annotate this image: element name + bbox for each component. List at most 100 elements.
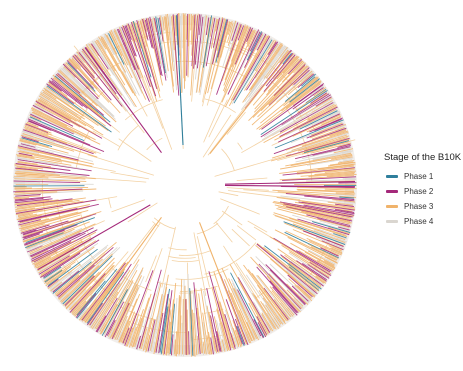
- tip-branch: [232, 327, 240, 346]
- tip-branch: [210, 21, 231, 90]
- tip-branch: [135, 319, 145, 348]
- tip-branch: [149, 294, 163, 351]
- tip-branch: [83, 47, 121, 97]
- tip-branch: [240, 35, 269, 84]
- tip-branch: [39, 238, 95, 272]
- tip-branch: [18, 219, 41, 226]
- tip-branch: [73, 300, 87, 316]
- tip-branch: [18, 208, 78, 222]
- tip-branch: [332, 199, 356, 203]
- tip-branch: [287, 59, 303, 75]
- tip-branch: [294, 201, 353, 212]
- tip-branch: [14, 199, 59, 206]
- tip-branch: [296, 188, 355, 193]
- tip-branch: [42, 91, 86, 120]
- tip-branch: [293, 69, 310, 86]
- tip-branch: [47, 263, 81, 289]
- tip-branch: [297, 73, 315, 89]
- tip-branch: [14, 186, 89, 190]
- tip-branch: [309, 240, 342, 256]
- tip-branch: [296, 250, 332, 272]
- tip-branch: [312, 146, 351, 156]
- tip-branch: [274, 119, 344, 149]
- tip-branch: [63, 66, 76, 78]
- tip-branch: [335, 203, 354, 207]
- tip-branch: [293, 297, 304, 309]
- tip-branch: [63, 274, 95, 306]
- legend-item-phase-1: Phase 1: [384, 169, 462, 184]
- tip-branch: [243, 264, 286, 322]
- tip-branch: [188, 293, 193, 357]
- tip-branch: [22, 131, 55, 143]
- tip-branch: [17, 145, 79, 161]
- tip-branch: [25, 122, 52, 134]
- tip-branch: [29, 112, 84, 138]
- internal-branch: [215, 221, 233, 243]
- tip-branch: [30, 227, 94, 258]
- legend-swatch-phase-2: [386, 190, 398, 193]
- tip-branch: [227, 20, 237, 46]
- tip-branch: [13, 188, 83, 193]
- tip-branch: [24, 124, 53, 136]
- tip-branch: [229, 20, 236, 40]
- tip-branch: [21, 136, 39, 143]
- tip-branch: [190, 13, 192, 31]
- tip-branch: [180, 15, 183, 93]
- tip-branch: [18, 153, 63, 163]
- tip-branch: [239, 273, 275, 331]
- tip-branch: [14, 179, 42, 182]
- tip-branch: [37, 239, 92, 272]
- tip-branch: [307, 250, 335, 266]
- tip-branch: [180, 322, 183, 357]
- tip-branch: [23, 231, 44, 239]
- tip-branch: [112, 30, 143, 94]
- tip-branch: [168, 282, 177, 356]
- tip-branch: [278, 113, 340, 143]
- tip-branch: [181, 13, 183, 49]
- tip-branch: [76, 51, 96, 75]
- tip-branch: [74, 54, 95, 79]
- tip-branch: [62, 66, 115, 117]
- tip-branch: [207, 19, 227, 94]
- tip-branch: [50, 244, 109, 291]
- tip-branch: [16, 198, 73, 206]
- tip-branch: [302, 146, 352, 159]
- tip-branch: [276, 196, 355, 209]
- legend-item-phase-4: Phase 4: [384, 214, 462, 229]
- internal-arc: [221, 148, 235, 171]
- tip-branch: [78, 52, 123, 107]
- tip-branch: [292, 229, 343, 251]
- tip-branch: [141, 18, 148, 40]
- tip-branch: [198, 316, 204, 356]
- tip-branch: [22, 220, 69, 236]
- tip-branch: [118, 27, 142, 79]
- tip-branch: [99, 280, 130, 333]
- tip-branch: [230, 24, 246, 62]
- internal-arc: [156, 281, 183, 287]
- tip-branch: [157, 18, 162, 35]
- tip-branch: [251, 70, 313, 126]
- internal-branch: [231, 228, 250, 247]
- tip-branch: [176, 13, 180, 56]
- tip-branch: [256, 266, 298, 313]
- tip-branch: [13, 175, 49, 179]
- legend-swatch-phase-4: [386, 220, 398, 223]
- tip-branch: [271, 101, 333, 136]
- internal-branch: [214, 153, 292, 177]
- tip-branch: [285, 109, 338, 136]
- tip-branch: [57, 70, 98, 107]
- tip-branch: [246, 321, 256, 340]
- tip-branch: [237, 280, 269, 335]
- tip-branch: [253, 60, 304, 113]
- tip-branch: [13, 191, 58, 195]
- tip-branch: [291, 131, 349, 151]
- tip-branch: [264, 245, 322, 290]
- tip-branch: [52, 261, 92, 294]
- tip-branch: [15, 199, 80, 211]
- tip-branch: [15, 194, 41, 197]
- tip-branch: [243, 39, 274, 89]
- tip-branch: [284, 254, 325, 284]
- internal-branch: [145, 255, 157, 283]
- tip-branch: [339, 196, 355, 199]
- tip-branch: [185, 298, 188, 356]
